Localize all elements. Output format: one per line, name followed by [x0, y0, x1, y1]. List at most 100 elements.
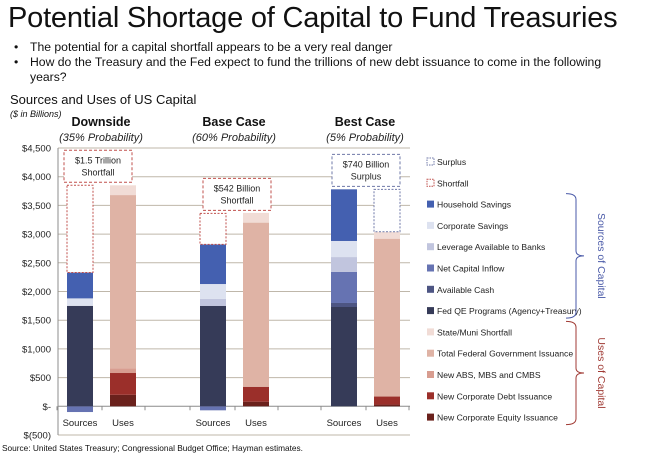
- bar-segment-corporate-savings: [200, 284, 226, 299]
- x-category-label: Uses: [376, 418, 398, 429]
- bar-segment-new-abs-mbs-and-cmbs: [110, 368, 136, 374]
- y-tick-label: $2,000: [22, 287, 51, 298]
- scenario-probability: (35% Probability): [59, 132, 143, 144]
- y-tick-label: $2,500: [22, 258, 51, 269]
- y-tick-label: $1,500: [22, 316, 51, 327]
- bar-segment-new-corporate-debt-issuance: [374, 396, 400, 405]
- bar-segment-shortfall: [199, 212, 227, 245]
- legend-swatch: [427, 413, 434, 421]
- bar-segment-net-capital-inflow: [200, 406, 226, 411]
- annotation-text: Surplus: [351, 171, 382, 181]
- bar-segment-shortfall: [66, 184, 94, 274]
- legend-label: Fed QE Programs (Agency+Treasury): [437, 306, 582, 316]
- bar-segment-household-savings: [331, 189, 357, 241]
- group-label: Sources of Capital: [595, 213, 607, 299]
- legend-label: New ABS, MBS and CMBS: [437, 370, 541, 380]
- bar-segment-state-muni-shortfall: [243, 212, 269, 223]
- bar-segment-net-capital-inflow: [67, 406, 93, 413]
- legend-label: Available Cash: [437, 285, 494, 295]
- annotation-box: [202, 177, 272, 211]
- x-category-label: Sources: [63, 418, 98, 429]
- bar-segment-surplus: [373, 188, 401, 233]
- bar-segment-total-federal-government-issuance: [110, 195, 136, 369]
- annotation-box: [331, 153, 401, 187]
- legend-label: Total Federal Government Issuance: [437, 349, 573, 359]
- y-tick-label: $4,000: [22, 172, 51, 183]
- annotation-text: $542 Billion: [214, 183, 261, 193]
- bar-segment-fed-qe-programs-agency-treasury: [331, 306, 357, 407]
- units-note: ($ in Billions): [10, 109, 62, 119]
- group-label: Uses of Capital: [595, 337, 607, 408]
- bar-segment-fed-qe-programs-agency-treasury: [200, 305, 226, 407]
- bullet-item: How do the Treasury and the Fed expect t…: [14, 55, 614, 85]
- y-tick-label: $3,500: [22, 201, 51, 212]
- bar-segment-state-muni-shortfall: [374, 231, 400, 239]
- source-note: Source: United States Treasury; Congress…: [2, 443, 303, 453]
- legend-label: New Corporate Equity Issuance: [437, 413, 558, 423]
- group-brace: [565, 193, 585, 319]
- legend-swatch: [426, 157, 435, 166]
- legend-swatch: [427, 371, 434, 378]
- bar-segment-new-corporate-debt-issuance: [243, 386, 269, 402]
- y-tick-label: $(500): [24, 431, 51, 442]
- bar-segment-corporate-savings: [331, 240, 357, 258]
- legend-swatch: [427, 392, 434, 400]
- y-tick-label: $500: [30, 373, 51, 384]
- legend-swatch: [427, 200, 434, 208]
- annotation-text: $740 Billion: [343, 159, 390, 169]
- legend-swatch: [427, 349, 434, 357]
- legend-label: New Corporate Debt Issuance: [437, 391, 552, 401]
- chart-subtitle: Sources and Uses of US Capital: [10, 92, 197, 107]
- legend-label: Shortfall: [437, 178, 469, 188]
- bar-segment-fed-qe-programs-agency-treasury: [67, 305, 93, 407]
- x-category-label: Sources: [196, 418, 231, 429]
- legend-swatch: [427, 328, 434, 336]
- y-tick-label: $3,000: [22, 230, 51, 241]
- bullet-list: The potential for a capital shortfall ap…: [14, 40, 614, 85]
- scenario-title: Best Case: [335, 115, 395, 129]
- legend-swatch: [427, 221, 434, 229]
- scenario-title: Base Case: [202, 115, 265, 129]
- legend-label: Corporate Savings: [437, 221, 508, 231]
- legend-label: Net Capital Inflow: [437, 264, 505, 274]
- legend-swatch: [427, 264, 434, 272]
- bar-segment-new-corporate-equity-issuance: [374, 404, 400, 407]
- x-category-label: Uses: [112, 418, 134, 429]
- legend-label: Leverage Available to Banks: [437, 242, 545, 252]
- bar-segment-new-corporate-equity-issuance: [110, 394, 136, 407]
- bar-segment-new-corporate-equity-issuance: [243, 401, 269, 407]
- bar-segment-state-muni-shortfall: [110, 185, 136, 196]
- annotation-box: [63, 149, 133, 183]
- legend-swatch: [427, 307, 434, 315]
- scenario-title: Downside: [71, 115, 130, 129]
- legend-swatch: [426, 178, 435, 187]
- legend-swatch: [427, 285, 434, 293]
- bar-segment-new-corporate-debt-issuance: [110, 373, 136, 395]
- annotation-text: Shortfall: [81, 167, 114, 177]
- legend-label: State/Muni Shortfall: [437, 327, 512, 337]
- slide-title: Potential Shortage of Capital to Fund Tr…: [8, 2, 618, 34]
- group-brace: [565, 320, 585, 426]
- bar-segment-household-savings: [67, 272, 93, 299]
- legend-label: Surplus: [437, 157, 466, 167]
- bar-segment-household-savings: [200, 244, 226, 285]
- y-tick-label: $-: [43, 402, 51, 413]
- bar-segment-total-federal-government-issuance: [243, 222, 269, 387]
- bar-segment-available-cash: [331, 302, 357, 307]
- scenario-probability: (60% Probability): [192, 132, 276, 144]
- annotation-text: $1.5 Trillion: [75, 155, 121, 165]
- bar-segment-leverage-available-to-banks: [331, 257, 357, 272]
- bar-segment-total-federal-government-issuance: [374, 238, 400, 397]
- legend-label: Household Savings: [437, 200, 511, 210]
- x-category-label: Uses: [245, 418, 267, 429]
- annotation-text: Shortfall: [220, 195, 253, 205]
- bar-segment-leverage-available-to-banks: [200, 298, 226, 306]
- scenario-probability: (5% Probability): [326, 132, 404, 144]
- y-tick-label: $1,000: [22, 344, 51, 355]
- bullet-item: The potential for a capital shortfall ap…: [14, 40, 614, 55]
- bar-segment-corporate-savings: [67, 298, 93, 306]
- y-tick-label: $4,500: [22, 144, 51, 155]
- bar-segment-net-capital-inflow: [331, 271, 357, 303]
- x-category-label: Sources: [327, 418, 362, 429]
